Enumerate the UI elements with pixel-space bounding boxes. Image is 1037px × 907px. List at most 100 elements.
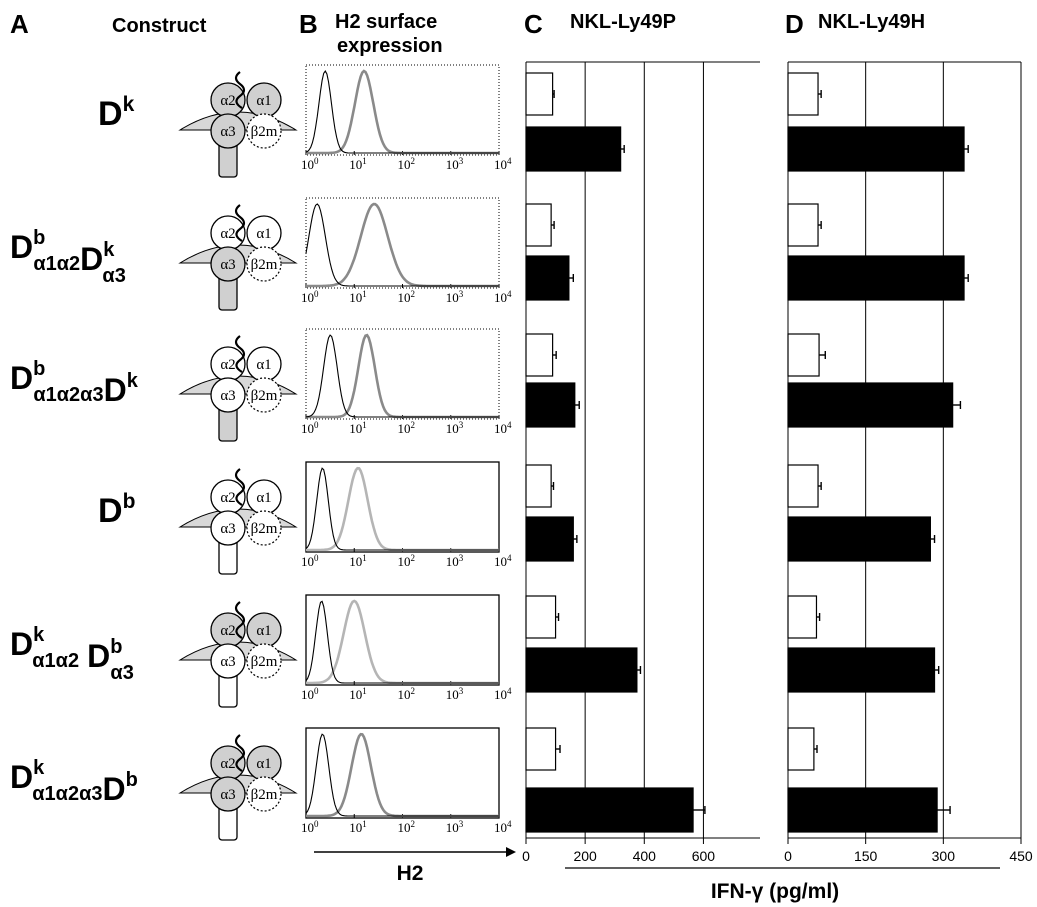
- tick-exp: 3: [459, 289, 464, 299]
- construct-name-base: D: [98, 492, 123, 530]
- bar-tick-label: 0: [784, 848, 792, 864]
- open-bar: [525, 727, 557, 771]
- tick-base: 10: [398, 421, 411, 436]
- tick-exp: 0: [314, 289, 319, 299]
- b2m-label: β2m: [251, 124, 278, 140]
- domain-a1-label: α1: [256, 93, 271, 109]
- panel-a-letter: A: [10, 9, 29, 39]
- tick-exp: 1: [362, 420, 367, 430]
- tick-exp: 4: [507, 420, 512, 430]
- tick-base: 10: [398, 157, 411, 172]
- panel-c-letter: C: [524, 9, 543, 39]
- construct-name-base: D: [103, 771, 126, 807]
- filled-bar: [787, 787, 938, 833]
- peptide-icon: [234, 71, 246, 109]
- domain-a1-label: α1: [256, 623, 271, 639]
- filled-bar: [525, 787, 694, 833]
- construct-name: Dk: [98, 93, 135, 133]
- histogram-tick-label: 104: [494, 289, 512, 305]
- construct-name-sup: k: [33, 624, 45, 646]
- tick-base: 10: [494, 157, 507, 172]
- bar-tick-label: 400: [633, 848, 657, 864]
- tick-base: 10: [349, 687, 362, 702]
- construct-name: Db: [98, 490, 135, 530]
- construct-name-base: D: [80, 241, 103, 277]
- construct-name-sub: α1α2: [32, 650, 79, 672]
- domain-a2-label: α2: [220, 490, 235, 506]
- histogram-tick-label: 102: [398, 156, 416, 172]
- tick-base: 10: [398, 554, 411, 569]
- histogram-frame: [305, 64, 500, 156]
- panel-d-letter: D: [785, 9, 804, 39]
- tick-exp: 3: [459, 420, 464, 430]
- histogram-tick-label: 101: [349, 156, 367, 172]
- tick-exp: 4: [507, 686, 512, 696]
- histogram-control-curve: [305, 69, 499, 154]
- tick-base: 10: [301, 554, 314, 569]
- tick-base: 10: [494, 687, 507, 702]
- b2m-label: β2m: [251, 388, 278, 404]
- histogram-frame: [305, 727, 500, 819]
- filled-bar: [525, 647, 638, 693]
- peptide-icon: [234, 204, 246, 242]
- tick-base: 10: [398, 687, 411, 702]
- b2m-label: β2m: [251, 257, 278, 273]
- construct-name-sup: b: [110, 636, 122, 658]
- filled-bar: [787, 516, 931, 562]
- histogram-tick-label: 102: [398, 553, 416, 569]
- tick-base: 10: [494, 554, 507, 569]
- panel-b-title-line1: H2 surface: [335, 11, 437, 33]
- open-bar: [525, 595, 557, 639]
- domain-a3-icon: [210, 776, 246, 812]
- histogram-frame: [305, 197, 500, 289]
- tick-exp: 1: [362, 819, 367, 829]
- histogram-tick-label: 101: [349, 553, 367, 569]
- domain-a1-label: α1: [256, 756, 271, 772]
- domain-a1-label: α1: [256, 226, 271, 242]
- tick-base: 10: [398, 290, 411, 305]
- domain-a1-label: α1: [256, 490, 271, 506]
- domain-a3-label: α3: [220, 124, 235, 140]
- b2m-icon: [246, 776, 282, 812]
- bar-tick-label: 300: [932, 848, 956, 864]
- histogram-tick-label: 103: [446, 686, 464, 702]
- open-bar: [787, 72, 819, 116]
- filled-bar: [787, 255, 965, 301]
- histogram-control-curve: [305, 600, 499, 684]
- histogram-tick-label: 104: [494, 156, 512, 172]
- panel-d-title: NKL-Ly49H: [818, 11, 925, 33]
- tick-base: 10: [301, 421, 314, 436]
- histogram-row: 100 101 102 103 104: [301, 461, 512, 569]
- tick-exp: 4: [507, 156, 512, 166]
- histogram-frame: [305, 461, 500, 553]
- bar-tick-label: 0: [522, 848, 530, 864]
- construct-name-base: D: [10, 759, 33, 795]
- histogram-tick-label: 100: [301, 553, 319, 569]
- tick-base: 10: [446, 820, 459, 835]
- construct-name-sup: b: [33, 227, 45, 249]
- construct-name: Dk α1α2α3Db: [10, 757, 138, 807]
- histogram-tick-label: 100: [301, 686, 319, 702]
- tick-exp: 0: [314, 553, 319, 563]
- filled-bar: [787, 647, 936, 693]
- peptide-icon: [234, 468, 246, 506]
- open-bar: [525, 333, 554, 377]
- construct-name-base: D: [104, 372, 127, 408]
- histogram-tick-label: 102: [398, 289, 416, 305]
- histogram-control-curve: [305, 733, 499, 817]
- construct-name-base: D: [87, 638, 110, 674]
- tick-base: 10: [494, 421, 507, 436]
- tick-exp: 3: [459, 553, 464, 563]
- tick-exp: 1: [362, 553, 367, 563]
- histogram-tick-label: 102: [398, 686, 416, 702]
- tick-base: 10: [398, 820, 411, 835]
- ifn-axis-label: IFN-γ (pg/ml): [711, 880, 839, 903]
- tick-exp: 3: [459, 156, 464, 166]
- peptide-icon: [234, 734, 246, 772]
- tick-base: 10: [301, 157, 314, 172]
- tick-exp: 0: [314, 819, 319, 829]
- domain-a2-label: α2: [220, 623, 235, 639]
- construct-name-base: D: [10, 626, 33, 662]
